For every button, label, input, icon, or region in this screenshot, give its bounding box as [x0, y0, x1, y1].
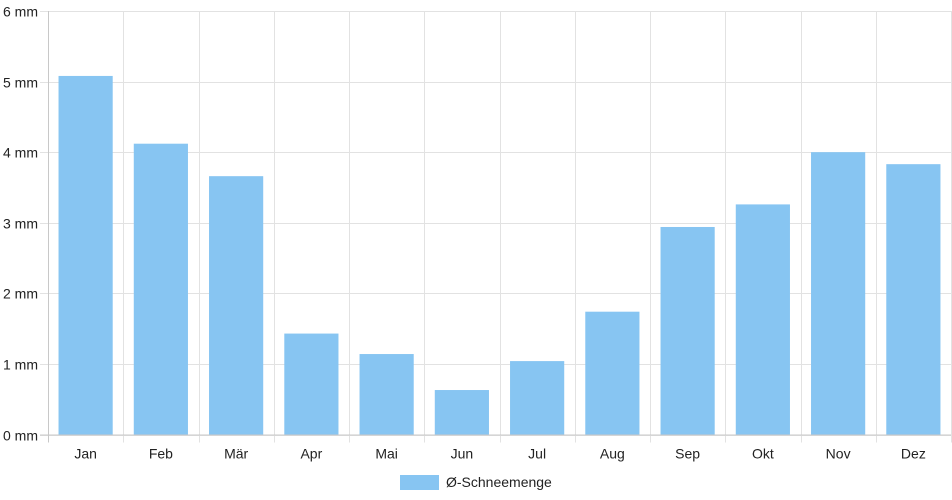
bar-jun[interactable] — [434, 390, 489, 435]
bar-okt[interactable] — [735, 204, 790, 435]
bar-mai[interactable] — [359, 354, 414, 435]
grid-lines — [40, 11, 952, 443]
bar-aug[interactable] — [585, 311, 640, 435]
x-tick-label: Jun — [451, 446, 474, 462]
legend-swatch[interactable] — [400, 475, 439, 490]
y-tick-label: 2 mm — [3, 286, 38, 302]
y-tick-label: 1 mm — [3, 357, 38, 373]
bar-nov[interactable] — [811, 152, 866, 435]
x-tick-label: Mai — [375, 446, 398, 462]
bar-feb[interactable] — [133, 143, 188, 435]
bar-sep[interactable] — [660, 226, 715, 435]
x-tick-label: Dez — [901, 446, 926, 462]
x-tick-label: Okt — [752, 446, 774, 462]
x-tick-label: Jan — [74, 446, 97, 462]
bar-jan[interactable] — [58, 75, 113, 435]
y-tick-labels: 0 mm 1 mm 2 mm 3 mm 4 mm 5 mm 6 mm — [3, 4, 38, 444]
y-tick-label: 5 mm — [3, 75, 38, 91]
x-tick-label: Nov — [826, 446, 851, 462]
x-tick-labels: Jan Feb Mär Apr Mai Jun Jul Aug Sep Okt Nov Dez — [74, 446, 925, 462]
bar-apr[interactable] — [284, 333, 339, 435]
y-tick-label: 3 mm — [3, 216, 38, 232]
x-tick-label: Sep — [675, 446, 700, 462]
axes — [40, 11, 951, 443]
y-tick-label: 4 mm — [3, 145, 38, 161]
y-tick-label: 6 mm — [3, 4, 38, 20]
x-tick-label: Jul — [528, 446, 546, 462]
legend[interactable]: Ø-Schneemenge — [400, 474, 552, 490]
legend-label-snow-amount[interactable]: Ø-Schneemenge — [446, 474, 552, 490]
bar-jul[interactable] — [510, 361, 565, 435]
x-tick-label: Mär — [224, 446, 248, 462]
bar-dez[interactable] — [886, 164, 941, 435]
bars — [58, 75, 941, 435]
bar-mär[interactable] — [209, 176, 264, 435]
x-tick-label: Aug — [600, 446, 625, 462]
x-tick-label: Apr — [300, 446, 322, 462]
x-tick-label: Feb — [149, 446, 173, 462]
y-tick-label: 0 mm — [3, 428, 38, 444]
